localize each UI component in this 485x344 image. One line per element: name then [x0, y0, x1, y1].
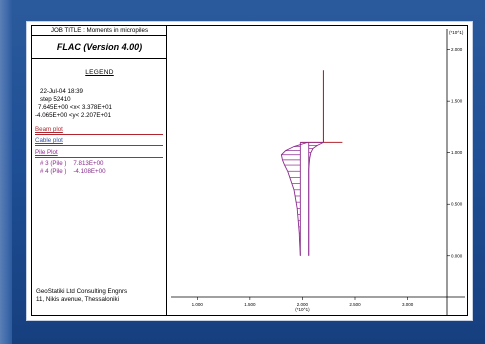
pile-plot-label: Pile Plot [35, 149, 58, 156]
y-tick-label: 2.000 [451, 47, 463, 52]
legend-step: step 52410 [40, 96, 71, 103]
x-tick-label: 2.000 [297, 302, 309, 307]
beam-plot [300, 70, 343, 143]
pile-entry-4: # 4 (Pile ) -4.108E+00 [40, 168, 106, 175]
pile-plot [280, 141, 324, 256]
pile-3-moment-curve [280, 141, 308, 256]
pile-entry-label: # 4 (Pile ) [40, 168, 67, 175]
pile-entry-3: # 3 (Pile ) 7.813E+00 [40, 160, 103, 167]
cable-plot-label: Cable plot [35, 137, 63, 144]
program-name: FLAC (Version 4.00) [32, 35, 167, 59]
plot-sheet: JOB TITLE : Moments in micropiles FLAC (… [27, 22, 472, 320]
plot-area: 1.000 1.500 2.000 2.500 3.000 (*10^1) 0.000 0.5… [171, 29, 465, 316]
axis-ticks: 1.000 1.500 2.000 2.500 3.000 (*10^1) 0.000 0.5… [171, 29, 465, 316]
plot-frame: JOB TITLE : Moments in micropiles FLAC (… [31, 25, 468, 316]
legend-panel: JOB TITLE : Moments in micropiles FLAC (… [32, 26, 167, 315]
y-tick-label: 1.000 [451, 150, 463, 155]
y-tick-label: 0.500 [451, 202, 463, 207]
x-tick-label: 1.500 [244, 302, 256, 307]
pile-4-moment-curve [308, 141, 324, 256]
footer-company: GeoStatiki Ltd Consulting Engnrs [36, 288, 128, 295]
cable-plot-line [35, 145, 163, 146]
pile-plot-line [35, 157, 163, 158]
x-tick-label: 3.000 [402, 302, 414, 307]
background-stripe [0, 0, 12, 344]
x-multiplier-label: (*10^1) [295, 307, 310, 312]
pile-entry-label: # 3 (Pile ) [40, 160, 67, 167]
legend-y-range: -4.065E+00 <y< 2.207E+01 [35, 112, 112, 119]
pile-entry-value: 7.813E+00 [73, 160, 104, 167]
beam-plot-label: Beam plot [35, 126, 63, 133]
x-tick-label: 2.500 [349, 302, 361, 307]
y-multiplier-label: (*10^1) [449, 30, 464, 35]
pile-entry-value: -4.108E+00 [73, 168, 106, 175]
job-title: JOB TITLE : Moments in micropiles [32, 26, 167, 36]
y-tick-label: 0.000 [451, 253, 463, 258]
beam-plot-line [35, 134, 163, 135]
legend-x-range: 7.645E+00 <x< 3.378E+01 [38, 104, 112, 111]
legend-date: 22-Jul-04 18:39 [40, 88, 83, 95]
legend-title: LEGEND [85, 69, 114, 76]
footer-address: 11, Nikis avenue, Thessaloniki [36, 296, 120, 303]
x-tick-label: 1.000 [192, 302, 204, 307]
y-tick-label: 1.500 [451, 99, 463, 104]
